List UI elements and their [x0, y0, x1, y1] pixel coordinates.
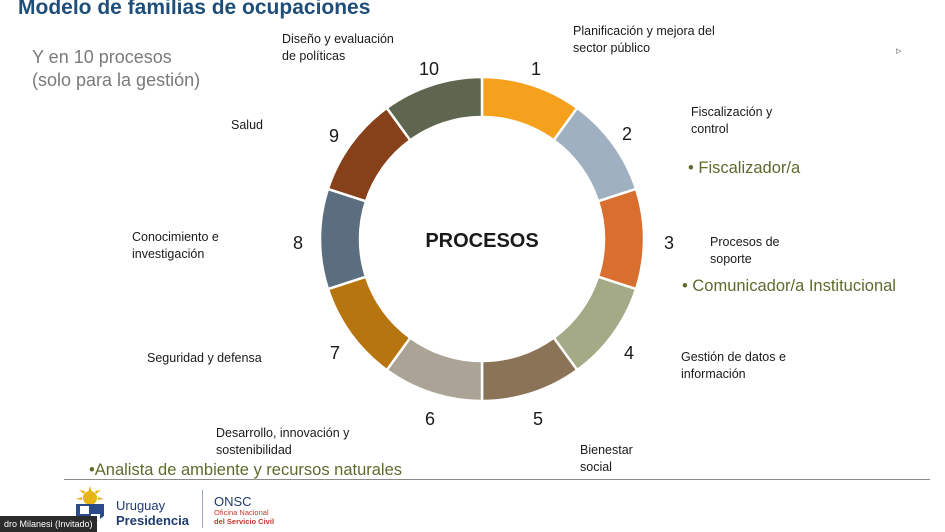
segment-label-1: Planificación y mejora del sector públic… — [573, 23, 715, 57]
label-line: Planificación y mejora del — [573, 24, 715, 38]
ring-segment-3 — [596, 187, 646, 291]
segment-number-8: 8 — [292, 233, 304, 253]
label-line: información — [681, 367, 746, 381]
slide-subtitle: Y en 10 procesos (solo para la gestión) — [32, 46, 200, 92]
label-line: investigación — [132, 247, 205, 261]
label-line: social — [580, 460, 612, 474]
segment-number-1: 1 — [530, 59, 542, 79]
segment-label-2: Fiscalización y control — [691, 104, 772, 138]
onsc-logo-text: ONSC — [214, 494, 252, 509]
label-line: Seguridad y defensa — [147, 351, 262, 365]
label-line: Bienestar — [580, 443, 633, 457]
segment-label-3: Procesos de soporte — [710, 234, 779, 268]
segment-number-2: 2 — [621, 124, 633, 144]
segment-number-10: 10 — [418, 59, 440, 79]
label-line: Gestión de datos e — [681, 350, 786, 364]
slide-title: Modelo de familias de ocupaciones — [18, 0, 371, 19]
segment-label-5: Bienestar social — [580, 442, 633, 476]
segment-number-7: 7 — [329, 343, 341, 363]
segment-label-7: Seguridad y defensa — [147, 350, 262, 367]
onsc-subtitle-1: Oficina Nacional — [214, 508, 269, 517]
bullet-comunicador: • Comunicador/a Institucional — [682, 277, 896, 295]
ring-segment-2 — [551, 106, 638, 203]
label-line: control — [691, 122, 729, 136]
ring-center-label: PROCESOS — [425, 230, 539, 252]
label-line: soporte — [710, 252, 752, 266]
segment-number-3: 3 — [663, 233, 675, 253]
segment-label-6: Desarrollo, innovación y sostenibilidad — [216, 425, 349, 459]
ring-segment-7 — [326, 275, 413, 372]
label-line: sostenibilidad — [216, 443, 292, 457]
label-line: Fiscalización y — [691, 105, 773, 119]
brand-line-1: Uruguay — [116, 498, 166, 513]
bullet-fiscalizador: • Fiscalizador/a — [688, 159, 801, 177]
label-line: Diseño y evaluación — [282, 32, 394, 46]
ring-segment-8 — [318, 187, 368, 291]
onsc-subtitle-2: del Servicio Civil — [214, 517, 275, 526]
mouse-cursor-icon: ▹ — [896, 45, 902, 57]
footer-brand-divider — [202, 490, 203, 528]
subtitle-line-1: Y en 10 procesos — [32, 47, 172, 67]
segment-number-4: 4 — [623, 343, 635, 363]
label-line: Desarrollo, innovación y — [216, 426, 350, 440]
segment-number-5: 5 — [532, 409, 544, 429]
label-line: Salud — [231, 118, 263, 132]
footer-divider-line — [64, 479, 930, 480]
segment-label-8: Conocimiento e investigación — [132, 229, 219, 263]
participant-name-tag: dro Milanesi (Invitado) — [0, 516, 97, 532]
bullet-analista: •Analista de ambiente y recursos natural… — [89, 461, 403, 479]
label-line: Conocimiento e — [132, 230, 219, 244]
label-line: Procesos de — [710, 235, 780, 249]
segment-number-9: 9 — [328, 126, 340, 146]
label-line: de políticas — [282, 49, 346, 63]
brand-line-2: Presidencia — [116, 513, 189, 528]
ring-segment-10 — [385, 75, 484, 143]
label-line: sector público — [573, 41, 651, 55]
subtitle-line-2: (solo para la gestión) — [32, 70, 201, 90]
segment-label-4: Gestión de datos e información — [681, 349, 786, 383]
segment-label-9: Salud — [231, 117, 263, 134]
segment-number-6: 6 — [424, 409, 436, 429]
segment-label-10: Diseño y evaluación de políticas — [282, 31, 394, 65]
